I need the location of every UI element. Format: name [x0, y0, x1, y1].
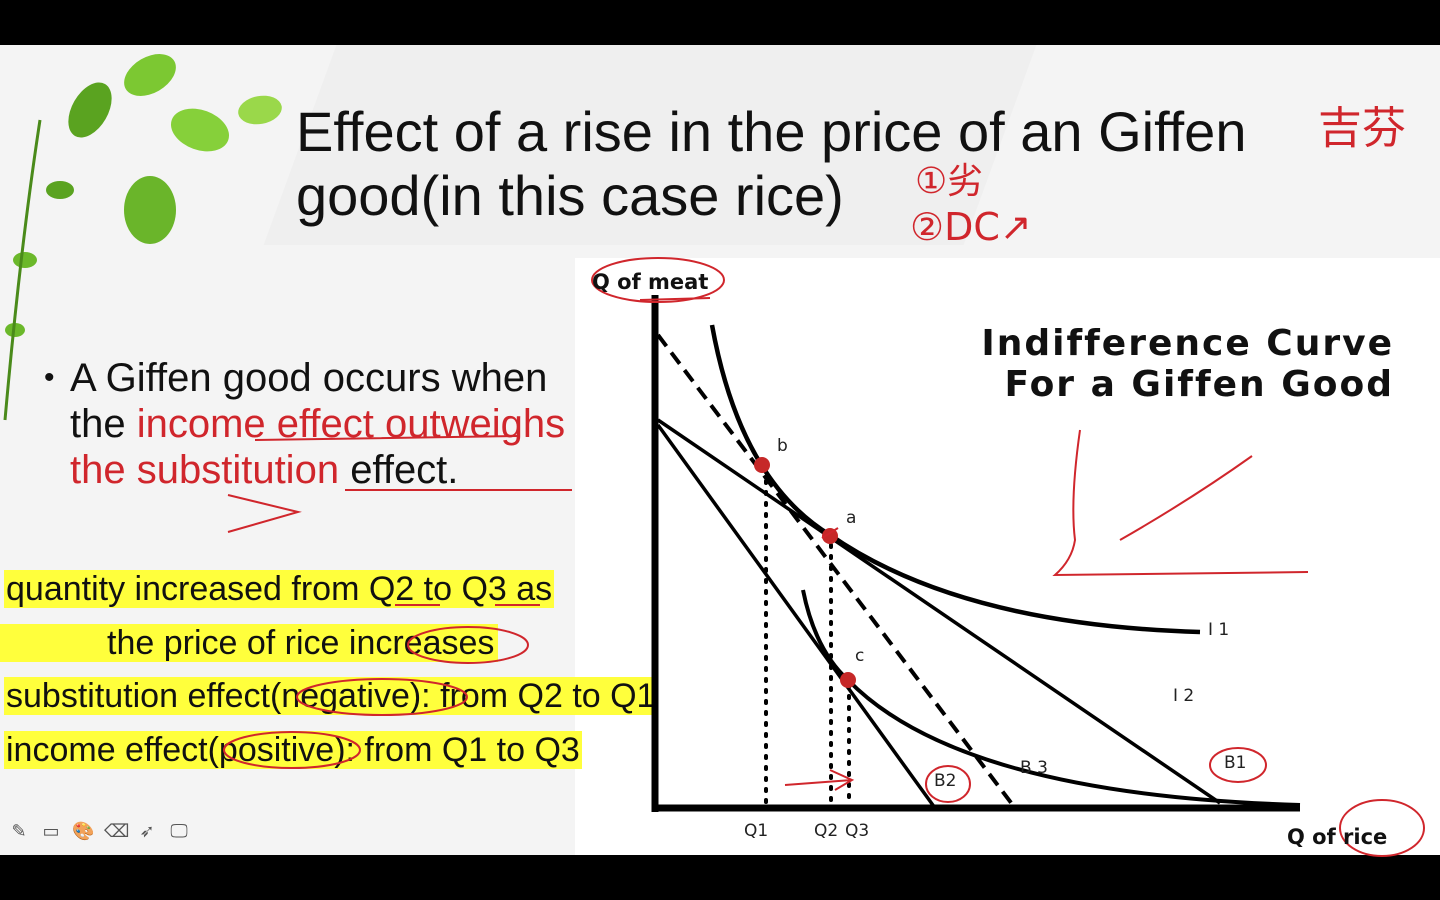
diagram-title: Indifference Curve For a Giffen Good	[981, 323, 1394, 405]
hand-annotations	[223, 257, 1425, 857]
whiteboard-icon[interactable]: ▭	[42, 821, 60, 841]
label-b2: B2	[934, 771, 957, 791]
highlight-line-1: quantity increased from Q2 to Q3 as	[4, 570, 555, 608]
tick-q1: Q1	[744, 821, 769, 841]
label-b: b	[777, 436, 788, 456]
highlight-line-4: income effect(positive): from Q1 to Q3	[4, 731, 582, 769]
bullet-end: effect.	[350, 448, 459, 492]
handwriting-note-1: ①劣	[915, 161, 984, 202]
label-b1: B1	[1224, 753, 1247, 773]
pointer-icon[interactable]: ➶	[139, 821, 155, 841]
budget-line-b1	[657, 418, 1221, 805]
slide: Effect of a rise in the price of an Giff…	[0, 45, 1440, 855]
slide-title: Effect of a rise in the price of an Giff…	[296, 100, 1246, 228]
indifference-curve-i1	[709, 324, 1201, 635]
bullet-red-2: outweighs the substitution	[70, 402, 566, 492]
palette-icon[interactable]: 🎨	[72, 821, 95, 841]
eraser-icon[interactable]: ⌫	[104, 821, 130, 841]
screen-icon[interactable]: 🖵	[170, 821, 188, 841]
handwriting-note-2: ②DC↗	[910, 205, 1032, 249]
point-c	[840, 672, 856, 688]
label-i2: I 2	[1173, 686, 1195, 706]
tick-q3: Q3	[845, 821, 870, 841]
label-c: c	[855, 646, 865, 666]
label-i1: I 1	[1208, 620, 1230, 640]
y-axis-label: Q of meat	[592, 270, 709, 294]
point-b	[754, 457, 770, 473]
diagram-title-2: For a Giffen Good	[1004, 364, 1394, 405]
tick-q2: Q2	[814, 821, 839, 841]
x-axis-label: Q of rice	[1287, 825, 1388, 849]
indifference-curve-i2	[801, 589, 1301, 807]
bullet-text: A Giffen good occurs when the	[70, 356, 548, 446]
point-a	[822, 528, 838, 544]
handwriting-giffen: 吉芬	[1318, 103, 1406, 154]
highlight-line-2: the price of rice increases	[0, 624, 499, 662]
budget-line-b2	[656, 423, 937, 810]
bullet-point: • A Giffen good occurs when the income e…	[44, 355, 590, 493]
leaf-decoration	[3, 54, 282, 421]
dotted-guides	[764, 468, 851, 807]
label-a: a	[846, 508, 857, 528]
diagram-title-1: Indifference Curve	[981, 323, 1394, 364]
presentation-toolbar: ✎ ▭ 🎨 ⌫ ➶ 🖵	[8, 820, 190, 842]
label-b3: B 3	[1020, 758, 1048, 778]
pen-icon[interactable]: ✎	[11, 821, 27, 841]
title-line-2: good(in this case rice)	[296, 164, 844, 227]
title-line-1: Effect of a rise in the price of an Giff…	[296, 100, 1247, 163]
dashed-budget-line	[656, 333, 1017, 810]
bullet-dot: •	[44, 361, 55, 394]
